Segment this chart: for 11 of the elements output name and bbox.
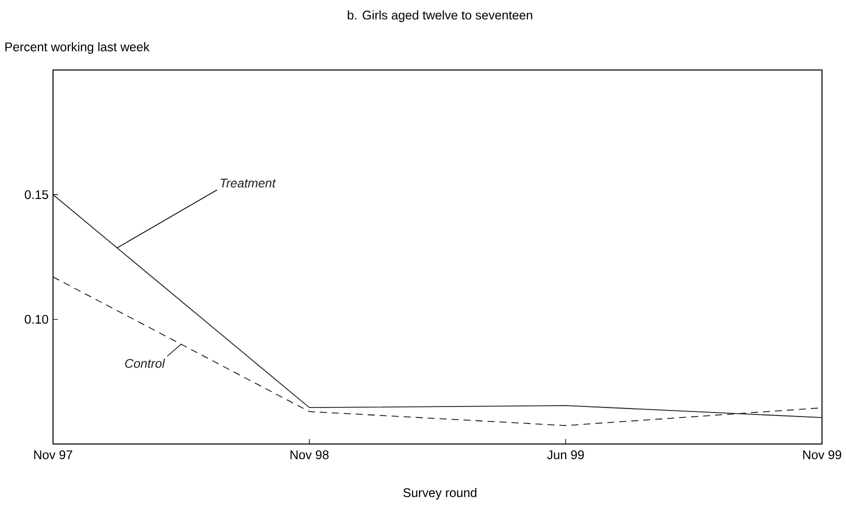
- y-tick-label: 0.10: [24, 314, 48, 324]
- y-axis-title: Percent working last week: [5, 42, 150, 54]
- y-tick-label: 0.15: [24, 190, 48, 200]
- x-axis-title: Survey round: [403, 488, 476, 500]
- x-tick-label: Jun 99: [547, 450, 584, 460]
- series-label: Control: [125, 358, 166, 368]
- chart-title: b. Girls aged twelve to seventeen: [348, 10, 532, 22]
- x-tick-label: Nov 99: [803, 450, 842, 460]
- x-tick-label: Nov 98: [290, 450, 329, 460]
- text: Treatment: [220, 178, 276, 188]
- x-tick-label: Nov 97: [34, 450, 72, 460]
